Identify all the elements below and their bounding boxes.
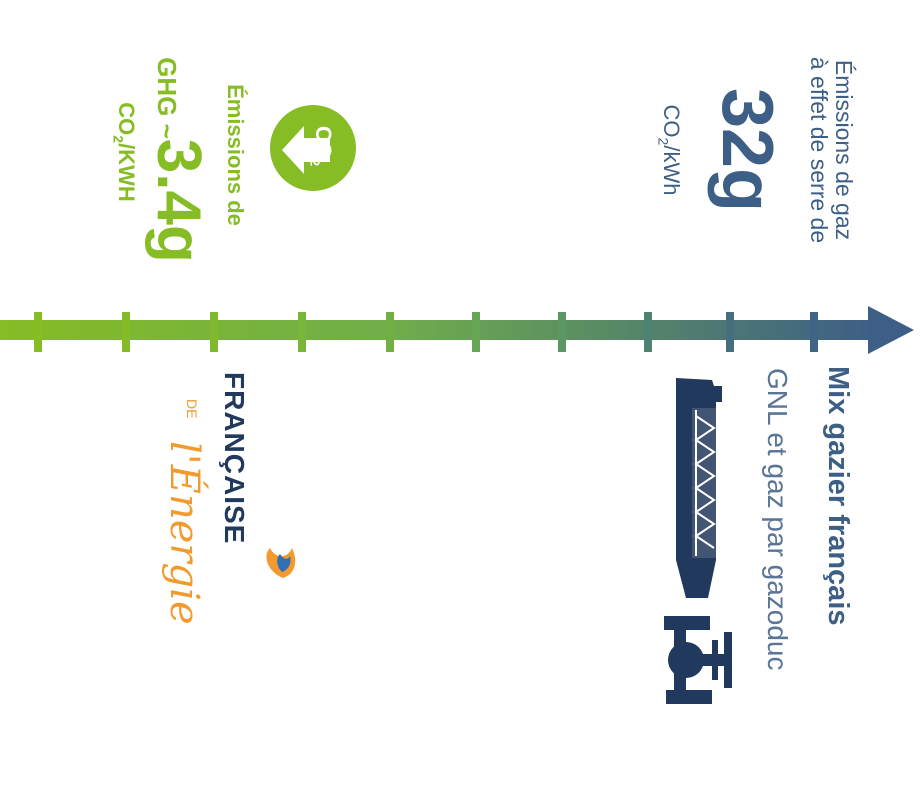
axis-tick	[472, 312, 480, 352]
lng-tanker-icon	[676, 378, 722, 598]
axis-tick	[210, 312, 218, 352]
axis-ticks	[34, 312, 818, 352]
axis-arrow-head	[868, 306, 914, 354]
mix-title: Mix gazier français	[822, 366, 854, 626]
axis-tick	[386, 312, 394, 352]
ghg-value-left: GHG ~3.4g	[144, 57, 213, 263]
pipeline-valve-icon	[664, 616, 732, 704]
axis-tick	[298, 312, 306, 352]
axis-tick	[726, 312, 734, 352]
logo-francaise: FRANÇAISE	[219, 372, 250, 545]
co2-badge-label: CO2	[307, 125, 336, 167]
ghg-unit-left: CO2/KWH	[110, 102, 139, 202]
axis-tick	[810, 312, 818, 352]
axis-tick	[122, 312, 130, 352]
flame-icon	[266, 548, 296, 578]
ghg-unit-right: CO2/kWh	[655, 104, 684, 196]
axis-tick	[558, 312, 566, 352]
ghg-value-right: 32g	[707, 87, 787, 213]
logo-de: DE	[184, 399, 200, 419]
axis-tick	[34, 312, 42, 352]
scale-axis	[0, 320, 870, 340]
axis-tick	[644, 312, 652, 352]
ghg-title-left: Émissions de	[223, 84, 248, 226]
logo-energie: l'Énergie	[161, 441, 207, 625]
co2-down-arrow-icon	[270, 105, 356, 191]
ghg-title-right: Émissions de gaz à effet de serre de	[806, 56, 857, 244]
mix-subtitle: GNL et gaz par gazoduc	[762, 368, 793, 671]
